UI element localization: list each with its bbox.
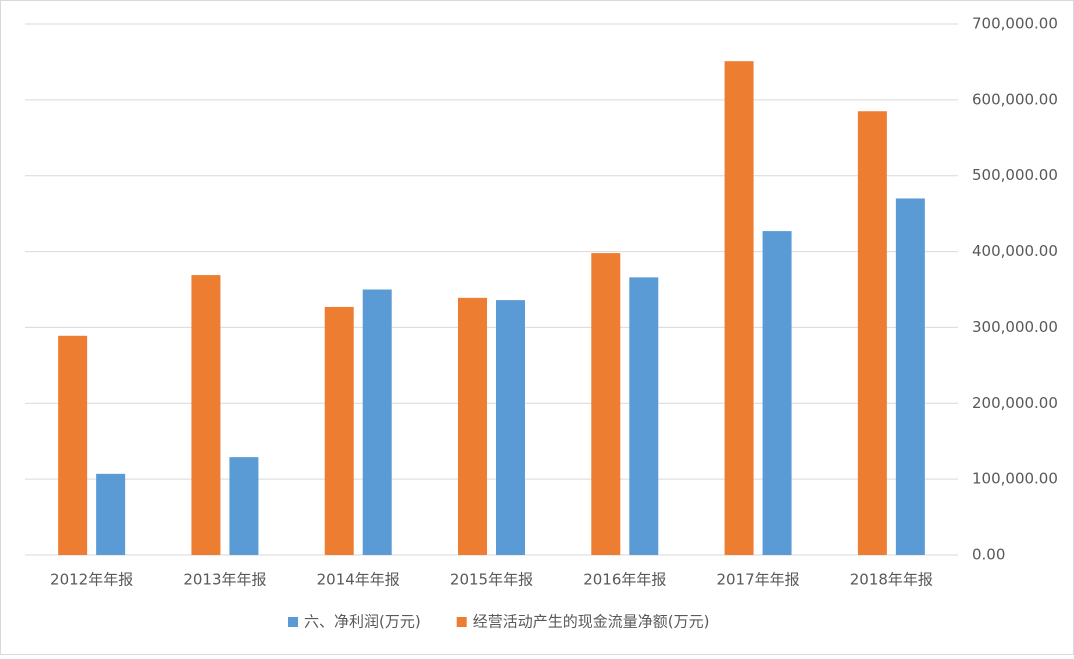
bar bbox=[857, 111, 887, 555]
bar bbox=[629, 277, 659, 555]
bar bbox=[324, 306, 354, 555]
legend-label: 经营活动产生的现金流量净额(万元) bbox=[473, 613, 710, 631]
y-tick-label: 300,000.00 bbox=[972, 318, 1058, 336]
y-tick-label: 100,000.00 bbox=[972, 470, 1058, 488]
x-tick-label: 2013年年报 bbox=[183, 571, 266, 589]
bar bbox=[362, 289, 392, 555]
y-tick-label: 500,000.00 bbox=[972, 166, 1058, 184]
x-tick-label: 2017年年报 bbox=[716, 571, 799, 589]
legend-label: 六、净利润(万元) bbox=[304, 613, 421, 631]
legend-swatch bbox=[456, 617, 467, 627]
bar bbox=[762, 231, 792, 555]
bar bbox=[229, 457, 259, 555]
bar bbox=[96, 473, 126, 555]
y-tick-label: 0.00 bbox=[972, 546, 1005, 564]
y-tick-label: 600,000.00 bbox=[972, 90, 1058, 108]
x-tick-label: 2014年年报 bbox=[317, 571, 400, 589]
x-tick-label: 2018年年报 bbox=[850, 571, 933, 589]
x-tick-label: 2015年年报 bbox=[450, 571, 533, 589]
bar bbox=[58, 335, 88, 555]
bar bbox=[895, 198, 925, 555]
x-tick-label: 2012年年报 bbox=[50, 571, 133, 589]
bar bbox=[724, 61, 754, 556]
y-tick-label: 400,000.00 bbox=[972, 242, 1058, 260]
bar bbox=[191, 275, 221, 555]
y-tick-label: 200,000.00 bbox=[972, 394, 1058, 412]
bar bbox=[496, 300, 525, 555]
legend-swatch bbox=[288, 617, 298, 627]
y-tick-label: 700,000.00 bbox=[972, 15, 1058, 33]
bar bbox=[458, 297, 487, 555]
bar bbox=[591, 253, 621, 556]
x-tick-label: 2016年年报 bbox=[583, 571, 666, 589]
